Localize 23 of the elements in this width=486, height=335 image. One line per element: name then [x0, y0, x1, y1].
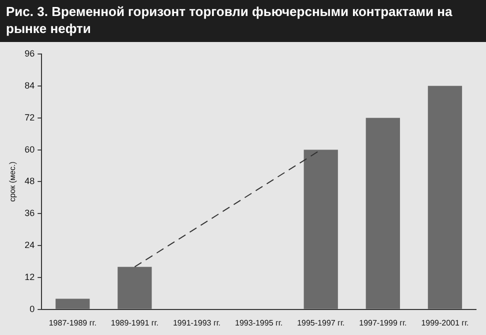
bar — [366, 118, 400, 309]
x-tick-label: 1993-1995 гг. — [235, 318, 283, 328]
y-tick-label: 96 — [24, 48, 35, 58]
y-tick-label: 24 — [24, 240, 35, 250]
y-tick-label: 84 — [24, 80, 35, 90]
y-axis-title: срок (мес.) — [8, 161, 18, 202]
x-tick-label: 1997-1999 гг. — [359, 318, 407, 328]
y-tick-label: 60 — [24, 144, 35, 154]
bar — [118, 266, 152, 309]
y-tick-label: 36 — [24, 208, 35, 218]
y-tick-label: 72 — [24, 112, 35, 122]
y-tick-label: 48 — [24, 176, 35, 186]
x-tick-label: 1989-1991 гг. — [110, 318, 158, 328]
chart-title: Рис. 3. Временной горизонт торговли фьючерсными контрактами на рынке нефти — [5, 3, 454, 38]
bar — [428, 86, 462, 309]
x-tick-label: 1999-2001 гг. — [421, 318, 469, 328]
y-tick-label: 12 — [24, 272, 35, 282]
y-tick-label: 0 — [30, 304, 35, 314]
bar — [304, 150, 338, 309]
x-tick-label: 1995-1997 гг. — [297, 318, 345, 328]
x-tick-label: 1987-1989 гг. — [48, 318, 96, 328]
bar — [56, 298, 90, 309]
x-tick-label: 1991-1993 гг. — [172, 318, 221, 328]
